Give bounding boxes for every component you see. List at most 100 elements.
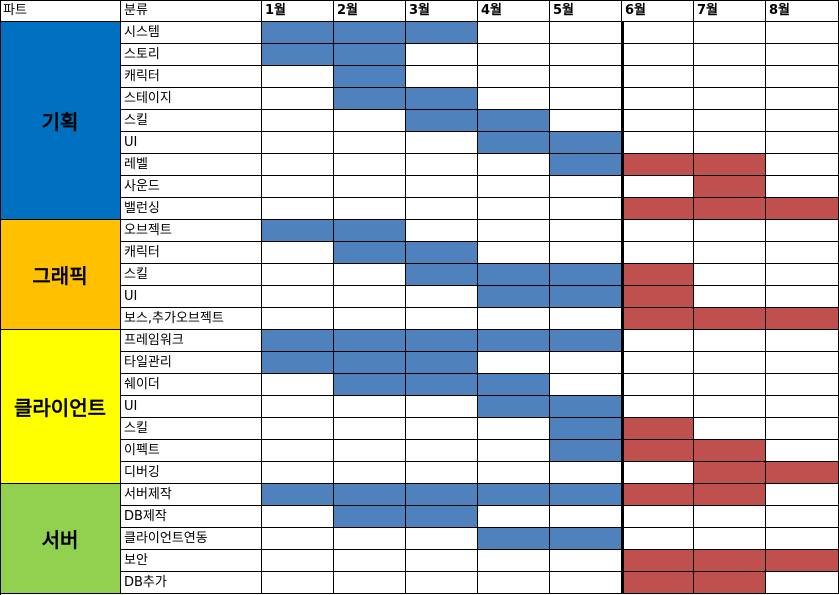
schedule-cell[interactable] bbox=[334, 154, 406, 176]
schedule-cell[interactable] bbox=[262, 418, 334, 440]
schedule-cell-extra[interactable] bbox=[694, 484, 766, 506]
schedule-cell[interactable] bbox=[550, 374, 622, 396]
schedule-cell[interactable] bbox=[478, 198, 550, 220]
schedule-cell[interactable] bbox=[262, 154, 334, 176]
schedule-cell[interactable] bbox=[262, 506, 334, 528]
schedule-cell-plan[interactable] bbox=[406, 484, 478, 506]
schedule-cell[interactable] bbox=[550, 44, 622, 66]
schedule-cell[interactable] bbox=[766, 242, 839, 264]
schedule-cell-extra[interactable] bbox=[622, 264, 694, 286]
schedule-cell[interactable] bbox=[694, 22, 766, 44]
schedule-cell-plan[interactable] bbox=[334, 506, 406, 528]
schedule-cell-plan[interactable] bbox=[550, 286, 622, 308]
schedule-cell[interactable] bbox=[406, 154, 478, 176]
schedule-cell[interactable] bbox=[550, 506, 622, 528]
schedule-cell-plan[interactable] bbox=[406, 506, 478, 528]
schedule-cell[interactable] bbox=[694, 374, 766, 396]
part-cell[interactable]: 그래픽 bbox=[0, 220, 121, 330]
schedule-cell[interactable] bbox=[406, 550, 478, 572]
schedule-cell[interactable] bbox=[550, 22, 622, 44]
schedule-cell-plan[interactable] bbox=[550, 264, 622, 286]
part-cell[interactable]: 기획 bbox=[0, 22, 121, 220]
schedule-cell[interactable] bbox=[262, 550, 334, 572]
schedule-cell-extra[interactable] bbox=[622, 154, 694, 176]
schedule-cell[interactable] bbox=[766, 330, 839, 352]
schedule-cell[interactable] bbox=[766, 22, 839, 44]
category-cell[interactable]: 스킬 bbox=[121, 418, 262, 440]
schedule-cell[interactable] bbox=[622, 242, 694, 264]
schedule-cell[interactable] bbox=[622, 506, 694, 528]
schedule-cell-plan[interactable] bbox=[406, 330, 478, 352]
schedule-cell[interactable] bbox=[334, 308, 406, 330]
schedule-cell[interactable] bbox=[694, 506, 766, 528]
category-cell[interactable]: 캐릭터 bbox=[121, 242, 262, 264]
category-cell[interactable]: 서버제작 bbox=[121, 484, 262, 506]
schedule-cell[interactable] bbox=[406, 286, 478, 308]
header-category[interactable]: 분류 bbox=[121, 0, 262, 22]
schedule-cell[interactable] bbox=[334, 132, 406, 154]
schedule-cell[interactable] bbox=[694, 264, 766, 286]
schedule-cell-plan[interactable] bbox=[550, 440, 622, 462]
schedule-cell[interactable] bbox=[334, 264, 406, 286]
schedule-cell[interactable] bbox=[622, 176, 694, 198]
schedule-cell-plan[interactable] bbox=[334, 22, 406, 44]
schedule-cell-plan[interactable] bbox=[262, 44, 334, 66]
schedule-cell-plan[interactable] bbox=[478, 330, 550, 352]
schedule-cell[interactable] bbox=[766, 66, 839, 88]
schedule-cell-extra[interactable] bbox=[622, 440, 694, 462]
header-month[interactable]: 2월 bbox=[334, 0, 406, 22]
schedule-cell[interactable] bbox=[262, 572, 334, 594]
schedule-cell-plan[interactable] bbox=[406, 22, 478, 44]
schedule-cell-plan[interactable] bbox=[406, 374, 478, 396]
schedule-cell[interactable] bbox=[694, 330, 766, 352]
schedule-cell[interactable] bbox=[766, 418, 839, 440]
schedule-cell[interactable] bbox=[262, 286, 334, 308]
schedule-cell[interactable] bbox=[550, 198, 622, 220]
schedule-cell[interactable] bbox=[406, 176, 478, 198]
schedule-cell[interactable] bbox=[334, 286, 406, 308]
schedule-cell-extra[interactable] bbox=[694, 154, 766, 176]
schedule-cell[interactable] bbox=[550, 242, 622, 264]
schedule-cell[interactable] bbox=[478, 22, 550, 44]
schedule-cell-plan[interactable] bbox=[550, 484, 622, 506]
schedule-cell-extra[interactable] bbox=[622, 308, 694, 330]
schedule-cell[interactable] bbox=[766, 286, 839, 308]
schedule-cell[interactable] bbox=[622, 110, 694, 132]
schedule-cell[interactable] bbox=[622, 132, 694, 154]
schedule-cell[interactable] bbox=[478, 154, 550, 176]
schedule-cell[interactable] bbox=[766, 440, 839, 462]
schedule-cell[interactable] bbox=[550, 88, 622, 110]
category-cell[interactable]: 스테이지 bbox=[121, 88, 262, 110]
schedule-cell[interactable] bbox=[478, 176, 550, 198]
schedule-cell-extra[interactable] bbox=[694, 308, 766, 330]
schedule-cell[interactable] bbox=[622, 330, 694, 352]
schedule-cell-plan[interactable] bbox=[478, 374, 550, 396]
schedule-cell[interactable] bbox=[334, 396, 406, 418]
schedule-cell[interactable] bbox=[478, 88, 550, 110]
schedule-cell[interactable] bbox=[694, 88, 766, 110]
schedule-cell-plan[interactable] bbox=[478, 286, 550, 308]
schedule-cell[interactable] bbox=[694, 352, 766, 374]
schedule-cell[interactable] bbox=[262, 440, 334, 462]
schedule-cell[interactable] bbox=[766, 374, 839, 396]
schedule-cell-extra[interactable] bbox=[622, 550, 694, 572]
category-cell[interactable]: 프레임워크 bbox=[121, 330, 262, 352]
schedule-cell[interactable] bbox=[694, 286, 766, 308]
schedule-cell[interactable] bbox=[406, 66, 478, 88]
schedule-cell[interactable] bbox=[334, 462, 406, 484]
schedule-cell[interactable] bbox=[262, 396, 334, 418]
schedule-cell[interactable] bbox=[406, 528, 478, 550]
category-cell[interactable]: 디버깅 bbox=[121, 462, 262, 484]
schedule-cell-extra[interactable] bbox=[694, 198, 766, 220]
header-part[interactable]: 파트 bbox=[0, 0, 121, 22]
category-cell[interactable]: 스킬 bbox=[121, 110, 262, 132]
schedule-cell-plan[interactable] bbox=[334, 242, 406, 264]
schedule-cell[interactable] bbox=[334, 110, 406, 132]
schedule-cell[interactable] bbox=[550, 176, 622, 198]
header-month[interactable]: 4월 bbox=[478, 0, 550, 22]
schedule-cell[interactable] bbox=[550, 110, 622, 132]
schedule-cell[interactable] bbox=[262, 88, 334, 110]
part-cell[interactable]: 클라이언트 bbox=[0, 330, 121, 484]
schedule-cell-plan[interactable] bbox=[334, 330, 406, 352]
schedule-cell[interactable] bbox=[262, 264, 334, 286]
